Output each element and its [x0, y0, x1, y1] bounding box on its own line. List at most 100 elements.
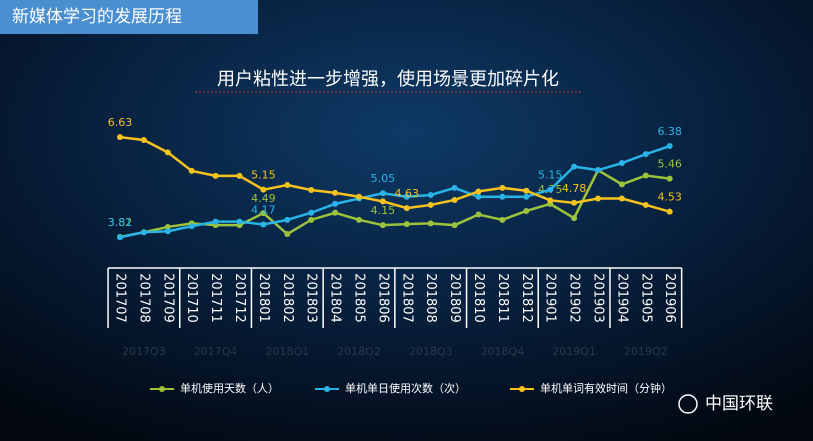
data-point	[212, 172, 219, 179]
legend-label: 单机使用天数（人）	[180, 381, 279, 395]
data-point	[451, 222, 458, 229]
x-tick-label: 201810	[471, 273, 486, 323]
data-point	[117, 134, 123, 141]
data-point	[666, 208, 673, 215]
x-tick-label: 201806	[375, 273, 390, 323]
data-point	[284, 182, 291, 189]
x-tick-label: 201905	[638, 273, 653, 323]
data-point	[379, 198, 386, 205]
data-point	[236, 172, 243, 179]
x-tick-label: 201807	[399, 273, 414, 323]
data-label: 4.49	[251, 192, 276, 205]
data-point	[571, 215, 578, 222]
data-label: 4.15	[371, 204, 396, 217]
chart-title: 用户粘性进一步增强，使用场景更加碎片化	[217, 69, 559, 90]
data-point	[188, 167, 195, 174]
data-point	[356, 193, 362, 200]
watermark: 中国环联	[705, 394, 773, 414]
x-tick-label: 201711	[208, 273, 223, 323]
data-point	[188, 223, 195, 230]
data-point	[666, 143, 673, 150]
plot: 201707 201708 201709 201710 201711 201712 2018…	[107, 116, 683, 395]
data-point	[475, 211, 482, 218]
data-point	[547, 186, 554, 193]
data-point	[427, 220, 434, 227]
x-tick-label: 201811	[495, 273, 510, 323]
data-label: 3.82	[108, 216, 133, 229]
x-group-label: 2019Q2	[624, 345, 668, 358]
data-point	[523, 207, 530, 214]
data-point	[642, 172, 649, 179]
data-point	[571, 163, 578, 170]
data-label: 4.63	[395, 187, 420, 200]
data-point	[164, 228, 171, 235]
data-point	[117, 234, 123, 241]
x-tick-label: 201809	[447, 273, 462, 323]
legend-label: 单机单日使用次数（次）	[345, 381, 466, 395]
data-point	[212, 218, 219, 225]
x-tick-label: 201804	[328, 273, 343, 323]
data-point	[499, 193, 506, 200]
x-tick-label: 201802	[280, 273, 295, 323]
data-point	[666, 175, 673, 182]
data-point	[403, 193, 410, 200]
data-point	[308, 209, 315, 216]
data-point	[642, 151, 649, 158]
x-tick-label: 201906	[662, 273, 677, 323]
data-point	[403, 221, 410, 228]
data-point	[571, 199, 578, 206]
data-point	[499, 184, 506, 191]
data-point	[164, 149, 171, 156]
legend-marker	[519, 386, 525, 392]
series-line	[119, 168, 670, 239]
data-point	[379, 190, 386, 197]
x-tick-label: 201803	[304, 273, 319, 323]
data-label: 6.63	[108, 116, 133, 129]
header-title: 新媒体学习的发展历程	[12, 7, 182, 27]
x-tick-label: 201904	[614, 273, 629, 323]
data-point	[427, 201, 434, 208]
data-label: 5.15	[251, 169, 276, 182]
data-point	[164, 223, 171, 230]
data-point	[642, 201, 649, 208]
series-line	[119, 135, 671, 213]
data-point	[475, 188, 482, 195]
data-point	[356, 216, 362, 223]
data-label: 5.46	[657, 158, 682, 171]
data-label: 3.81	[108, 216, 133, 229]
data-point	[332, 200, 339, 207]
x-group-label: 2018Q4	[481, 345, 525, 358]
data-point	[332, 189, 339, 196]
legend-marker	[159, 386, 165, 392]
data-point	[260, 186, 267, 193]
x-tick-label: 201812	[519, 273, 534, 323]
x-group-label: 2017Q3	[122, 345, 166, 358]
data-point	[451, 196, 458, 203]
x-tick-label: 201903	[591, 273, 606, 323]
data-point	[236, 218, 243, 225]
x-group-label: 2018Q2	[337, 345, 381, 358]
header-bar	[0, 0, 258, 34]
data-point	[499, 216, 506, 223]
x-tick-label: 201808	[423, 273, 438, 323]
data-point	[523, 187, 530, 194]
data-point	[618, 160, 625, 167]
data-point	[595, 167, 601, 174]
data-point	[403, 205, 410, 212]
data-point	[332, 209, 339, 216]
data-point	[308, 216, 315, 223]
x-tick-label: 201902	[567, 273, 582, 323]
data-label: 5.05	[371, 172, 396, 185]
data-point	[284, 231, 291, 238]
data-point	[284, 216, 291, 223]
data-point	[618, 195, 625, 202]
data-point	[427, 192, 434, 198]
data-point	[140, 229, 147, 236]
x-tick-label: 201709	[160, 273, 175, 323]
wechat-icon	[678, 394, 698, 414]
data-label: 5.15	[538, 169, 563, 182]
x-tick-label: 201712	[232, 273, 247, 323]
x-tick-label: 201901	[543, 273, 558, 323]
